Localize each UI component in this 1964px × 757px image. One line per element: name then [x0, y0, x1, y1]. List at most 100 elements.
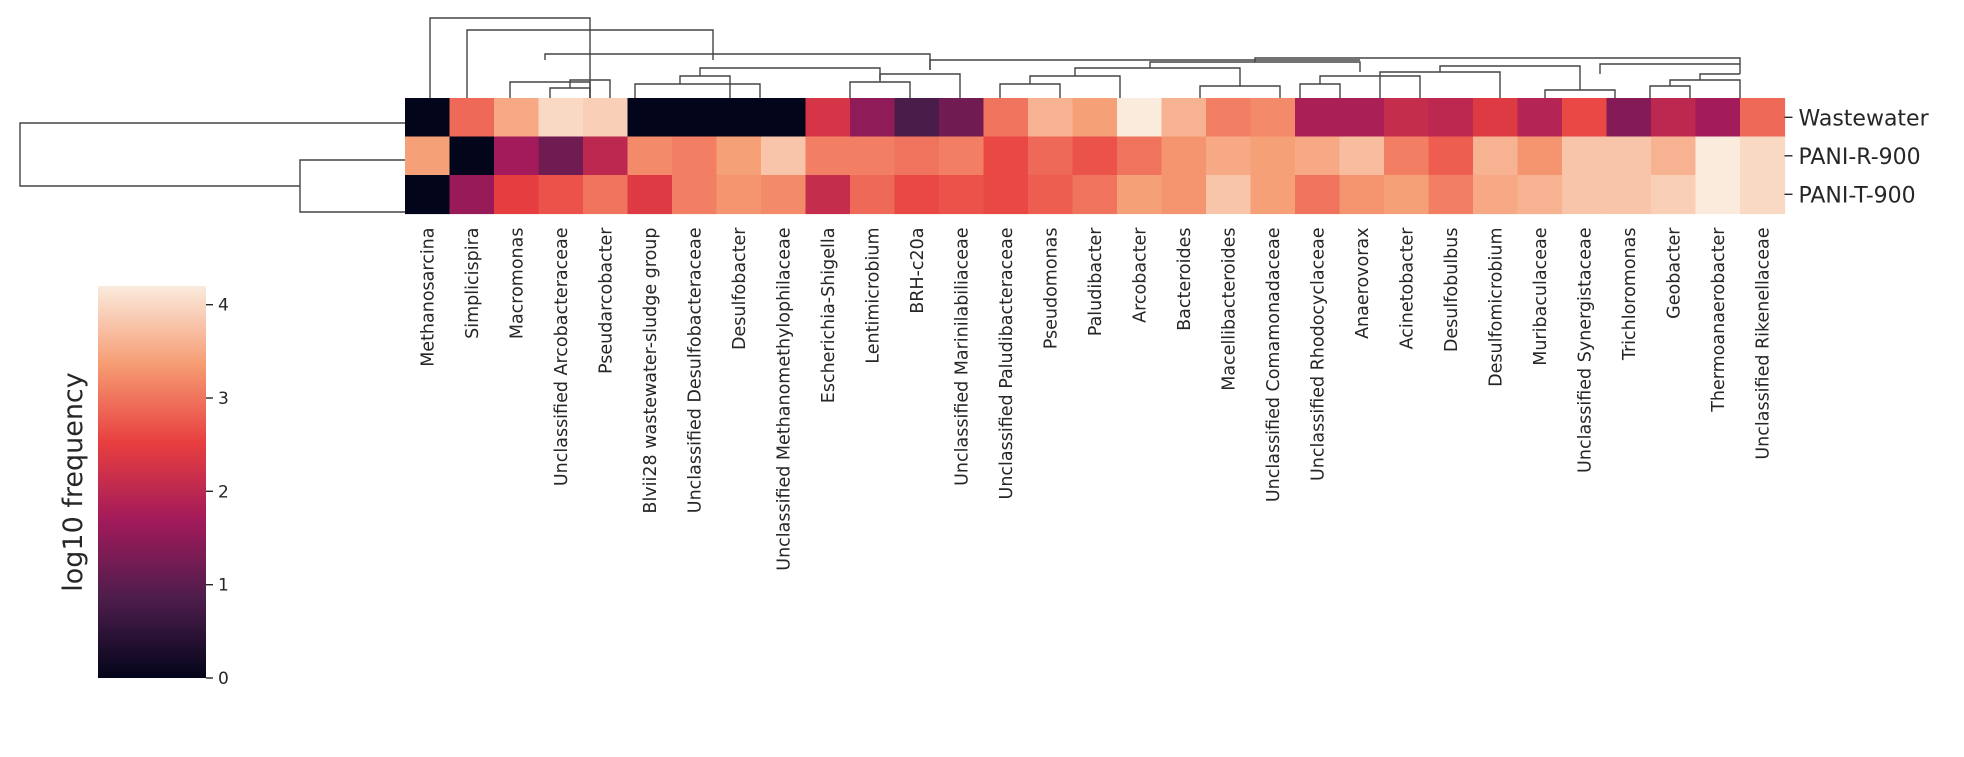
heatmap-cell: [405, 136, 451, 176]
heatmap-cell: [1695, 175, 1741, 215]
heatmap-cell: [494, 175, 540, 215]
heatmap-cell: [1339, 98, 1385, 138]
heatmap-cell: [850, 136, 896, 176]
row-label: PANI-T-900: [1799, 183, 1916, 208]
heatmap-cell: [716, 136, 762, 176]
heatmap-cell: [1028, 175, 1074, 215]
heatmap-cell: [1339, 136, 1385, 176]
column-label: Pseudarcobacter: [596, 227, 616, 374]
heatmap-cell: [1517, 136, 1563, 176]
heatmap-cell: [494, 136, 540, 176]
column-label: Geobacter: [1664, 227, 1684, 319]
heatmap-cell: [1651, 98, 1697, 138]
heatmap-cell: [939, 175, 985, 215]
heatmap-cell: [805, 136, 851, 176]
heatmap-cell: [672, 175, 718, 215]
column-label: Unclassified Desulfobacteraceae: [685, 228, 705, 514]
heatmap-cell: [894, 175, 940, 215]
heatmap-cell: [449, 98, 495, 138]
heatmap-cell: [1428, 98, 1474, 138]
heatmap-cell: [1206, 175, 1252, 215]
heatmap-cell: [1295, 175, 1341, 215]
heatmap-cell: [939, 136, 985, 176]
heatmap-cell: [1295, 136, 1341, 176]
heatmap-cell: [1473, 175, 1519, 215]
heatmap-cell: [1473, 136, 1519, 176]
column-label: Desulfomicrobium: [1486, 228, 1506, 387]
heatmap-cell: [1339, 175, 1385, 215]
heatmap-cell: [1161, 136, 1207, 176]
colorbar-tick-label: 3: [218, 389, 229, 409]
heatmap-cell: [1117, 175, 1163, 215]
heatmap-cell: [1384, 136, 1430, 176]
colorbar-tick-label: 4: [218, 296, 229, 316]
heatmap-cell: [1651, 136, 1697, 176]
column-label: Simplicispira: [463, 228, 483, 339]
heatmap-cell: [583, 98, 629, 138]
column-label: Muribaculaceae: [1531, 228, 1551, 366]
heatmap-cell: [583, 175, 629, 215]
heatmap-cell: [1384, 98, 1430, 138]
heatmap-cell: [672, 136, 718, 176]
colorbar-ticks: 0 1 2 3 4: [206, 296, 229, 689]
column-label: Trichloromonas: [1620, 228, 1640, 362]
heatmap-cell: [983, 175, 1029, 215]
heatmap-cell: [761, 175, 807, 215]
heatmap-cell: [1250, 175, 1296, 215]
column-labels: Methanosarcina Simplicispira Macromonas Unc…: [418, 227, 1773, 571]
heatmap-cell: [405, 175, 451, 215]
heatmap-cell: [716, 175, 762, 215]
column-label: Anaerovorax: [1353, 228, 1373, 339]
heatmap-cell: [672, 98, 718, 138]
heatmap-cell: [716, 98, 762, 138]
heatmap-cell: [761, 136, 807, 176]
heatmap-cell: [449, 175, 495, 215]
heatmap-cell: [1740, 175, 1786, 215]
heatmap-cell: [627, 175, 673, 215]
column-label: Paludibacter: [1086, 227, 1106, 336]
heatmap-cell: [761, 98, 807, 138]
heatmap-cell: [1428, 175, 1474, 215]
heatmap-cell: [850, 98, 896, 138]
heatmap-cell: [1117, 136, 1163, 176]
column-label: Unclassified Marinilabiliaceae: [952, 228, 972, 486]
heatmap-cell: [1606, 98, 1652, 138]
column-label: Unclassified Methanomethylophilaceae: [774, 228, 794, 571]
colorbar-tick-label: 0: [218, 669, 229, 689]
heatmap-cell: [583, 136, 629, 176]
heatmap-cell: [1606, 175, 1652, 215]
heatmap-cell: [494, 98, 540, 138]
row-dendrogram: [19, 122, 405, 213]
heatmap-cell: [1206, 136, 1252, 176]
column-label: Unclassified Rhodocyclaceae: [1308, 228, 1328, 482]
column-label: Desulfobulbus: [1442, 228, 1462, 353]
row-labels: Wastewater PANI-R-900 PANI-T-900: [1784, 106, 1930, 208]
column-label: Acinetobacter: [1397, 227, 1417, 350]
column-label: Escherichia-Shigella: [819, 228, 839, 404]
column-label: Macromonas: [507, 228, 527, 340]
heatmap-cell: [1250, 136, 1296, 176]
colorbar-tick-label: 1: [218, 576, 229, 596]
heatmap-cell: [1428, 136, 1474, 176]
column-label: Unclassified Rikenellaceae: [1753, 228, 1773, 460]
column-label: Macellibacteroides: [1219, 228, 1239, 391]
column-label: Bacteroides: [1175, 228, 1195, 331]
colorbar-tick-label: 2: [218, 482, 229, 502]
heatmap-cell: [1117, 98, 1163, 138]
column-label: Methanosarcina: [418, 228, 438, 367]
column-label: Lentimicrobium: [863, 228, 883, 364]
heatmap-cell: [850, 175, 896, 215]
heatmap-cell: [1651, 175, 1697, 215]
heatmap-cell: [894, 136, 940, 176]
heatmap-cell: [1028, 98, 1074, 138]
heatmap-grid: [405, 98, 1786, 215]
heatmap-cell: [1384, 175, 1430, 215]
heatmap-cell: [1740, 136, 1786, 176]
column-label: Arcobacter: [1130, 227, 1150, 323]
heatmap-cell: [894, 98, 940, 138]
column-label: Thermoanaerobacter: [1709, 227, 1729, 413]
heatmap-cell: [1206, 98, 1252, 138]
heatmap-cell: [1028, 136, 1074, 176]
row-label: Wastewater: [1799, 106, 1930, 131]
